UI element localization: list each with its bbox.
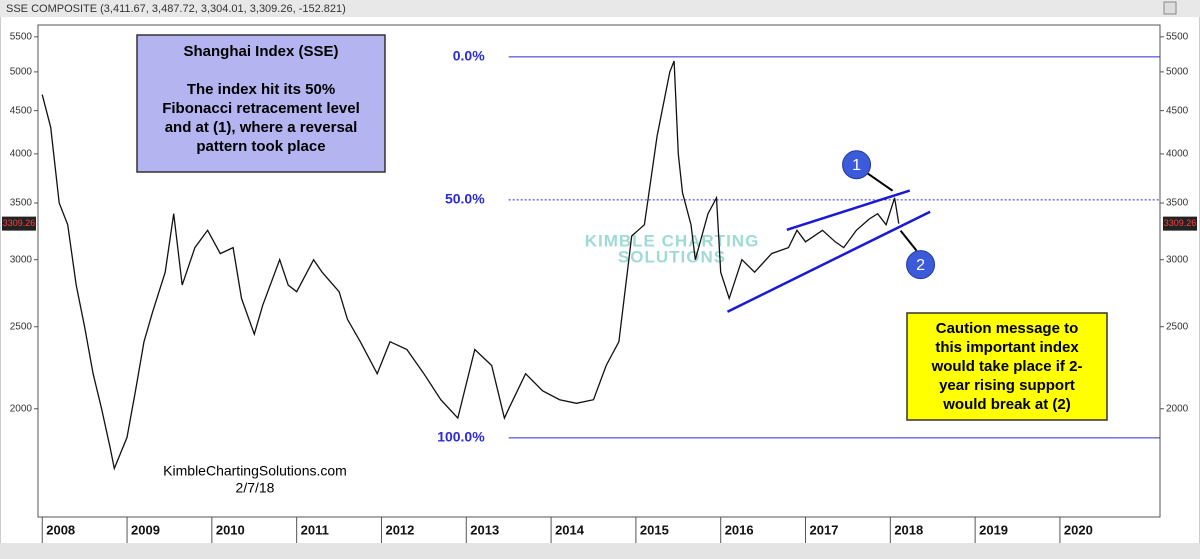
x-tick-label: 2020 — [1064, 522, 1093, 537]
title-box-line: pattern took place — [196, 138, 325, 155]
watermark: KIMBLE CHARTING — [585, 231, 760, 250]
x-tick-label: 2014 — [555, 522, 585, 537]
y-tick-label-right: 4000 — [1166, 149, 1189, 160]
y-tick-label-right: 5500 — [1166, 31, 1189, 42]
marker-label: 2 — [916, 257, 925, 274]
marker-circle — [842, 150, 872, 180]
title-box — [136, 34, 386, 173]
x-tick-label: 2012 — [385, 522, 414, 537]
marker-arrow — [865, 171, 894, 192]
fib-label: 50.0% — [445, 191, 485, 207]
title-box-line: The index hit its 50% — [187, 81, 335, 98]
caution-box-line: this important index — [935, 339, 1079, 356]
trendline — [786, 189, 911, 232]
title-box-line: Shanghai Index (SSE) — [183, 43, 338, 60]
y-tick-label: 4500 — [10, 105, 33, 116]
y-tick-label: 2000 — [10, 403, 33, 414]
y-tick-label: 3000 — [10, 254, 33, 265]
x-tick-label: 2013 — [470, 522, 499, 537]
x-tick-label: 2011 — [301, 522, 329, 537]
y-tick-label: 3500 — [10, 198, 33, 209]
x-tick-label: 2010 — [216, 522, 245, 537]
last-price-label: 3309.26 — [1164, 218, 1197, 228]
y-tick-label-right: 3000 — [1166, 254, 1189, 265]
y-tick-label-right: 2000 — [1166, 403, 1189, 414]
title-box-line: and at (1), where a reversal — [165, 119, 358, 136]
x-tick-label: 2009 — [131, 522, 160, 537]
y-tick-label: 5500 — [10, 31, 33, 42]
y-tick-label-right: 2500 — [1166, 321, 1189, 332]
marker-arrow — [899, 230, 918, 252]
price-line — [41, 60, 900, 471]
caution-box — [906, 312, 1108, 421]
fib-label: 100.0% — [437, 429, 485, 445]
y-tick-label-right: 5000 — [1166, 67, 1189, 78]
x-tick-label: 2015 — [640, 522, 669, 537]
title-box-line: Fibonacci retracement level — [162, 100, 360, 117]
signature: 2/7/18 — [236, 480, 275, 496]
y-tick-label: 5000 — [10, 67, 33, 78]
plot-layer: 2000 2000 2500 2500 3000 3000 3500 3500 4000 4000… — [2, 31, 1197, 543]
header-text: SSE COMPOSITE (3,411.67, 3,487.72, 3,304… — [6, 3, 346, 15]
caution-box-line: would take place if 2- — [931, 358, 1083, 375]
y-tick-label: 4000 — [10, 149, 33, 160]
marker-circle — [906, 250, 936, 280]
caution-box-line: would break at (2) — [942, 396, 1071, 413]
y-tick-label-right: 4500 — [1166, 105, 1189, 116]
signature: KimbleChartingSolutions.com — [163, 463, 347, 479]
last-price-tag — [1163, 216, 1197, 231]
y-tick-label: 2500 — [10, 321, 33, 332]
caution-box-line: Caution message to — [936, 320, 1079, 337]
x-tick-label: 2008 — [46, 522, 75, 537]
header-bar — [0, 0, 1200, 17]
caution-box-line: year rising support — [939, 377, 1075, 394]
fib-label: 0.0% — [453, 48, 485, 64]
x-tick-label: 2017 — [810, 522, 839, 537]
footer-bar — [0, 543, 1200, 559]
settings-icon[interactable] — [1163, 1, 1177, 15]
y-tick-label-right: 3500 — [1166, 198, 1189, 209]
last-price-tag — [2, 216, 36, 231]
x-tick-label: 2019 — [979, 522, 1008, 537]
x-tick-label: 2018 — [894, 522, 923, 537]
last-price-label: 3309.26 — [3, 218, 36, 228]
watermark: SOLUTIONS — [618, 247, 726, 266]
trendline — [726, 210, 931, 313]
marker-label: 1 — [852, 157, 861, 174]
x-tick-label: 2016 — [725, 522, 754, 537]
